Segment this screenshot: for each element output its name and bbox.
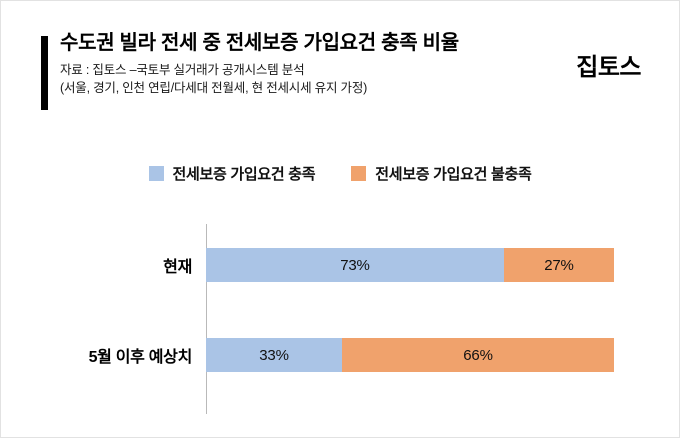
legend-item-satisfied: 전세보증 가입요건 충족 bbox=[148, 163, 316, 184]
bar-segment-satisfied: 73% bbox=[206, 248, 504, 282]
legend-swatch-blue-icon bbox=[148, 166, 164, 181]
category-label-current: 현재 bbox=[163, 259, 192, 276]
bar-segment-unsatisfied: 27% bbox=[503, 248, 614, 282]
legend-label-satisfied: 전세보증 가입요건 충족 bbox=[172, 166, 316, 183]
data-label: 66% bbox=[463, 346, 493, 364]
source-line-2: (서울, 경기, 인천 연립/다세대 전월세, 현 전세시세 유지 가정) bbox=[60, 80, 368, 95]
data-label: 33% bbox=[259, 346, 289, 364]
header: 수도권 빌라 전세 중 전세보증 가입요건 충족 비율 자료 : 집토스 –국토… bbox=[60, 31, 530, 97]
bar-segment-unsatisfied: 66% bbox=[342, 338, 614, 372]
page-title: 수도권 빌라 전세 중 전세보증 가입요건 충족 비율 bbox=[60, 32, 459, 54]
category-label-forecast: 5월 이후 예상치 bbox=[88, 349, 193, 366]
data-label: 73% bbox=[340, 256, 370, 274]
legend-swatch-orange-icon bbox=[351, 166, 367, 181]
bar-segment-satisfied: 33% bbox=[206, 338, 342, 372]
stacked-bar-chart: 현재 73% 27% 5월 이후 예상치 33% 66% bbox=[1, 216, 679, 437]
y-axis-line bbox=[206, 224, 207, 414]
legend-label-unsatisfied: 전세보증 가입요건 불충족 bbox=[375, 166, 532, 183]
bar-row-current: 현재 73% 27% bbox=[1, 248, 614, 282]
data-label: 27% bbox=[544, 256, 574, 274]
title-accent-bar bbox=[41, 36, 48, 110]
legend-item-unsatisfied: 전세보증 가입요건 불충족 bbox=[351, 163, 532, 184]
source-line-1: 자료 : 집토스 –국토부 실거래가 공개시스템 분석 bbox=[60, 63, 305, 77]
chart-legend: 전세보증 가입요건 충족 전세보증 가입요건 불충족 bbox=[1, 163, 679, 184]
bar-track: 73% 27% bbox=[206, 248, 614, 282]
bar-row-forecast: 5월 이후 예상치 33% 66% bbox=[1, 338, 614, 372]
brand-logo: 집토스 bbox=[576, 54, 641, 81]
bar-track: 33% 66% bbox=[206, 338, 614, 372]
